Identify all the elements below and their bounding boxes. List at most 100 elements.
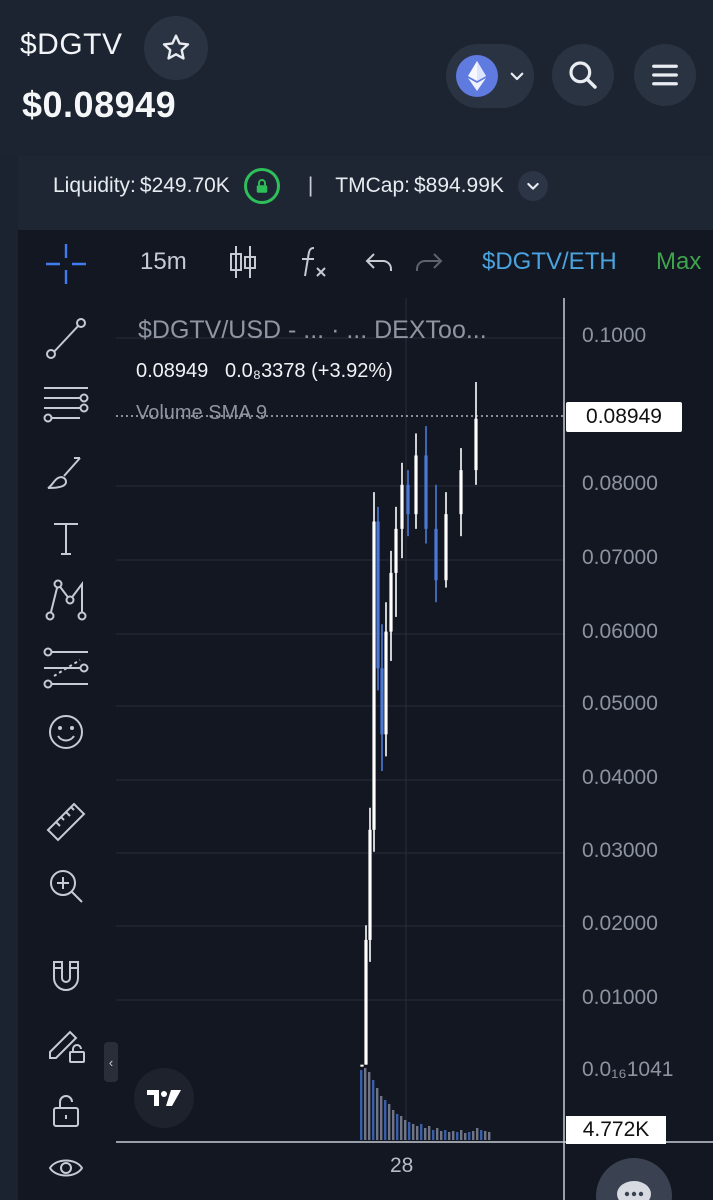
legend-last-price: 0.08949	[136, 360, 209, 382]
candles-icon	[230, 246, 256, 278]
candle-body	[376, 521, 380, 669]
redo-icon	[416, 253, 443, 271]
price-axis-label: 0.06000	[582, 620, 658, 643]
lock-drawings-tool[interactable]	[42, 1020, 90, 1068]
favorite-button[interactable]	[144, 16, 208, 80]
volume-bar	[436, 1128, 439, 1140]
volume-bar	[448, 1132, 451, 1140]
indicators-button[interactable]	[298, 244, 330, 287]
unlock-icon	[53, 1095, 79, 1127]
pattern-tool[interactable]	[42, 576, 90, 624]
candle-body	[364, 939, 368, 1065]
volume-bar	[368, 1072, 371, 1140]
volume-bar	[452, 1131, 455, 1140]
interval-selector[interactable]: 15m	[140, 248, 187, 275]
candle-body	[406, 484, 410, 515]
candle-body	[372, 521, 376, 830]
volume-bar	[428, 1126, 431, 1140]
candle-body	[434, 528, 438, 581]
candle-body	[444, 514, 448, 581]
volume-bar	[376, 1088, 379, 1140]
fib-tool[interactable]	[42, 380, 90, 428]
search-button[interactable]	[552, 44, 614, 106]
volume-bar	[420, 1124, 423, 1140]
volume-legend[interactable]: Volume SMA 9	[136, 402, 268, 424]
undo-button[interactable]	[364, 248, 394, 285]
volume-bar	[360, 1070, 363, 1140]
expand-stats-button[interactable]	[517, 171, 548, 201]
max-button[interactable]: Max	[656, 248, 702, 275]
chat-icon	[617, 1181, 651, 1200]
volume-bar	[364, 1068, 367, 1140]
trend-line-icon	[46, 318, 86, 359]
menu-button[interactable]	[634, 44, 696, 106]
volume-bar	[416, 1126, 419, 1140]
chart-symbol-title[interactable]: $DGTV/USD - ... · ... DEXToo...	[138, 316, 487, 344]
crosshair-icon	[46, 244, 86, 284]
price-axis-label: 0.08000	[582, 472, 658, 495]
token-price: $0.08949	[22, 84, 177, 125]
volume-tag: 4.772K	[566, 1116, 666, 1144]
chevron-down-icon	[527, 182, 539, 190]
ruler-tool[interactable]	[42, 796, 90, 844]
volume-bar	[392, 1110, 395, 1140]
trend-line-tool[interactable]	[42, 314, 90, 362]
tradingview-logo-icon	[147, 1090, 181, 1106]
pattern-icon	[45, 579, 87, 621]
star-icon	[162, 34, 190, 60]
drawing-toolbar	[18, 230, 116, 1200]
volume-bar	[408, 1122, 411, 1140]
chevron-left-icon: ‹	[108, 1054, 114, 1070]
chart-ohlc-legend: 0.08949 0.0₈3378 (+3.92%)	[136, 360, 393, 383]
eye-icon	[48, 1159, 84, 1177]
chain-selector[interactable]	[446, 44, 534, 108]
volume-bar	[400, 1116, 403, 1140]
volume-bar	[432, 1130, 435, 1140]
unlock-tool[interactable]	[42, 1086, 90, 1134]
stats-separator: |	[307, 174, 314, 197]
text-tool[interactable]	[42, 514, 90, 562]
ruler-icon	[46, 802, 86, 842]
volume-bar	[460, 1130, 463, 1140]
ethereum-icon	[456, 55, 498, 97]
candle-body	[424, 455, 428, 529]
magnet-tool[interactable]	[42, 952, 90, 1000]
candle-body	[368, 829, 372, 940]
smiley-icon	[49, 715, 83, 749]
volume-bar	[488, 1132, 491, 1140]
price-chart[interactable]	[116, 298, 713, 1200]
pair-selector[interactable]: $DGTV/ETH	[482, 248, 617, 275]
liquidity-label: Liquidity:	[53, 174, 136, 197]
visibility-tool[interactable]	[42, 1144, 90, 1192]
brush-tool[interactable]	[42, 448, 90, 496]
time-axis-label: 28	[390, 1154, 414, 1177]
projection-icon	[43, 647, 89, 689]
crosshair-tool[interactable]	[42, 240, 90, 288]
price-axis-label: 0.02000	[582, 912, 658, 935]
volume-bar	[484, 1131, 487, 1140]
price-axis-label: 0.0₁₆1041	[582, 1058, 674, 1081]
redo-button[interactable]	[414, 248, 444, 285]
brush-icon	[47, 457, 81, 489]
projection-tool[interactable]	[42, 644, 90, 692]
volume-bar	[480, 1130, 483, 1140]
zoom-in-tool[interactable]	[42, 862, 90, 910]
volume-bar	[476, 1128, 479, 1140]
candle-body	[400, 484, 404, 529]
magnet-icon	[53, 961, 79, 991]
candle-body	[474, 418, 478, 471]
legend-change: 0.0₈3378	[224, 360, 306, 382]
price-axis-label: 0.1000	[582, 324, 647, 347]
volume-bar	[472, 1131, 475, 1140]
chart-type-button[interactable]	[228, 244, 258, 287]
emoji-tool[interactable]	[42, 708, 90, 756]
token-name: $DGTV	[20, 28, 123, 61]
candle-body	[394, 528, 398, 573]
tradingview-logo[interactable]	[134, 1068, 194, 1128]
candle-body	[414, 455, 418, 515]
volume-bar	[380, 1096, 383, 1140]
collapse-toolbar-button[interactable]: ‹	[104, 1042, 118, 1082]
lock-icon[interactable]	[243, 168, 280, 204]
current-price-tag: 0.08949	[566, 402, 682, 432]
candle-body	[459, 470, 463, 515]
